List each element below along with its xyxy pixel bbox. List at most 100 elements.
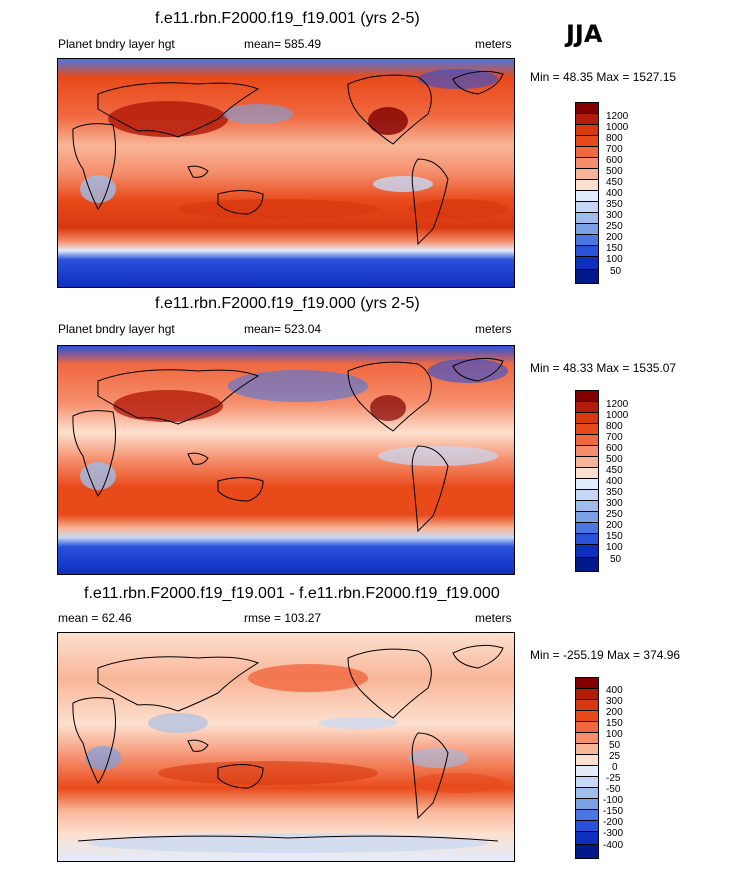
colorbar-box (576, 722, 598, 733)
colorbar-box (576, 755, 598, 766)
colorbar-box (576, 413, 598, 424)
colorbar-box (576, 689, 598, 700)
colorbar-box (576, 744, 598, 755)
colorbar-box (576, 678, 598, 689)
colorbar-box (576, 136, 598, 147)
colorbar-label: 1000 (606, 122, 629, 133)
colorbar-label: 350 (606, 487, 623, 498)
colorbar-box (576, 810, 598, 821)
colorbar-box (576, 158, 598, 169)
colorbar-box (576, 545, 598, 558)
colorbar-box (576, 191, 598, 202)
colorbar-label: 100 (606, 254, 623, 265)
panel-2-variable-label: Planet bndry layer hgt (58, 322, 175, 336)
panel-3-rmse-label: rmse = 103.27 (244, 611, 322, 625)
panel-3-minmax: Min = -255.19 Max = 374.96 (530, 648, 681, 662)
colorbar-label: 250 (606, 221, 623, 232)
colorbar-label: -50 (606, 784, 621, 795)
colorbar-box (576, 402, 598, 413)
colorbar-label: 100 (606, 729, 623, 740)
colorbar-label: 450 (606, 465, 623, 476)
colorbar-box (576, 224, 598, 235)
colorbar-box (576, 125, 598, 136)
colorbar-box (576, 523, 598, 534)
colorbar-label: 100 (606, 542, 623, 553)
colorbar-box (576, 799, 598, 810)
colorbar-box (576, 700, 598, 711)
colorbar-box (576, 180, 598, 191)
panel-1-units-label: meters (475, 37, 512, 51)
colorbar-label: -300 (603, 828, 624, 839)
colorbar-box (576, 169, 598, 180)
colorbar-label: 300 (606, 498, 623, 509)
colorbar-box (576, 733, 598, 744)
panel-1-minmax: Min = 48.35 Max = 1527.15 (530, 70, 677, 84)
panel-1-mean-label: mean= 585.49 (244, 37, 322, 51)
colorbar-label: 500 (606, 454, 623, 465)
colorbar-label: 200 (606, 232, 623, 243)
colorbar-box (576, 845, 598, 858)
colorbar-label: 50 (609, 740, 621, 751)
colorbar-label: 150 (606, 531, 623, 542)
colorbar-label: 300 (606, 210, 623, 221)
colorbar-box (576, 558, 598, 571)
colorbar-label: -100 (603, 795, 624, 806)
colorbar-label: 1000 (606, 410, 629, 421)
panel-1-title: f.e11.rbn.F2000.f19_f19.001 (yrs 2-5) (155, 10, 420, 27)
colorbar-box (576, 270, 598, 283)
colorbar-label: -200 (603, 817, 624, 828)
colorbar-label: 450 (606, 177, 623, 188)
colorbar-box (576, 788, 598, 799)
panel-3-title: f.e11.rbn.F2000.f19_f19.001 - f.e11.rbn.… (84, 585, 500, 602)
colorbar-box (576, 235, 598, 246)
colorbar-label: 600 (606, 155, 623, 166)
colorbar-label: -25 (606, 773, 621, 784)
panel-2-map (57, 345, 515, 575)
colorbar-label: 250 (606, 509, 623, 520)
colorbar-box (576, 246, 598, 257)
colorbar-box (576, 766, 598, 777)
colorbar-box (576, 435, 598, 446)
colorbar-label: 300 (606, 696, 623, 707)
colorbar-box (576, 821, 598, 832)
colorbar-label: 800 (606, 421, 623, 432)
colorbar-label: 600 (606, 443, 623, 454)
colorbar-box (576, 832, 598, 845)
colorbar-box (576, 711, 598, 722)
panel-1-colorbar (575, 102, 599, 284)
colorbar-label: 200 (606, 520, 623, 531)
panel-3-units-label: meters (475, 611, 512, 625)
colorbar-label: 500 (606, 166, 623, 177)
colorbar-box (576, 424, 598, 435)
colorbar-box (576, 114, 598, 125)
colorbar-box (576, 213, 598, 224)
colorbar-box (576, 103, 598, 114)
colorbar-label: 1200 (606, 111, 629, 122)
panel-2-minmax: Min = 48.33 Max = 1535.07 (530, 361, 677, 375)
panel-3-map (57, 632, 515, 862)
colorbar-label: 1200 (606, 399, 629, 410)
colorbar-label: 700 (606, 144, 623, 155)
colorbar-label: 350 (606, 199, 623, 210)
panel-2-mean-label: mean= 523.04 (244, 322, 322, 336)
season-label: JJA (566, 20, 603, 48)
colorbar-label: 400 (606, 188, 623, 199)
colorbar-box (576, 479, 598, 490)
panel-2-colorbar (575, 390, 599, 572)
panel-1-variable-label: Planet bndry layer hgt (58, 37, 175, 51)
colorbar-label: 50 (610, 266, 622, 277)
panel-2-units-label: meters (475, 322, 512, 336)
colorbar-label: 25 (609, 751, 621, 762)
colorbar-label: 150 (606, 243, 623, 254)
colorbar-box (576, 147, 598, 158)
colorbar-label: 700 (606, 432, 623, 443)
colorbar-label: 400 (606, 685, 623, 696)
colorbar-label: 50 (610, 554, 622, 565)
colorbar-box (576, 468, 598, 479)
colorbar-box (576, 391, 598, 402)
panel-3-mean-label: mean = 62.46 (58, 611, 132, 625)
colorbar-box (576, 490, 598, 501)
panel-1-map (57, 58, 515, 288)
colorbar-label: 150 (606, 718, 623, 729)
colorbar-label: -400 (603, 840, 624, 851)
